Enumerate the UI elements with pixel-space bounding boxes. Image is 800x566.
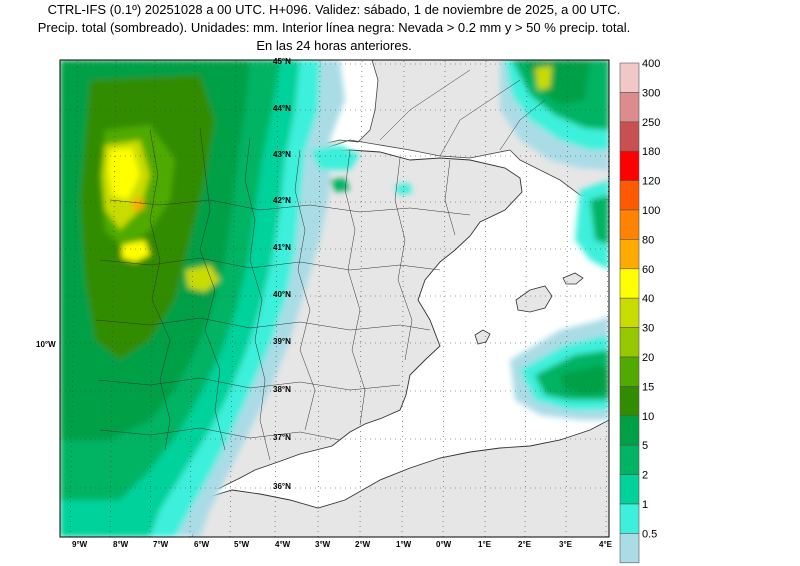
- lon-label-4w: 4°W: [275, 540, 291, 549]
- colorbar-label: 80: [642, 234, 654, 246]
- colorbar-label: 250: [642, 117, 660, 129]
- colorbar-label: 5: [642, 440, 648, 452]
- colorbar-swatch: [619, 327, 640, 358]
- map-title-line-3: En las 24 horas anteriores.: [256, 38, 412, 53]
- colorbar-swatch: [619, 503, 640, 534]
- lat-label-42n: 42°N: [273, 196, 291, 205]
- colorbar-label: 20: [642, 352, 654, 364]
- colorbar-swatch: [619, 150, 640, 181]
- lon-label-5w: 5°W: [234, 540, 250, 549]
- lon-label-9w: 9°W: [72, 540, 88, 549]
- map-title-line-1: CTRL-IFS (0.1º) 20251028 a 00 UTC. H+096…: [47, 2, 621, 17]
- colorbar-label: 40: [642, 293, 654, 305]
- africa-land: [191, 419, 609, 537]
- colorbar-label: 300: [642, 87, 660, 99]
- lat-label-45n: 45°N: [273, 57, 291, 66]
- colorbar-swatch: [619, 474, 640, 505]
- colorbar-label: 100: [642, 205, 660, 217]
- longitude-labels: 9°W 8°W 7°W 6°W 5°W 4°W 3°W 2°W 1°W 0°W …: [72, 540, 613, 549]
- colorbar-swatch: [619, 415, 640, 446]
- lon-label-8w: 8°W: [113, 540, 129, 549]
- precipitation-shading: [60, 60, 609, 537]
- colorbar-label: 0.5: [642, 528, 657, 540]
- colorbar-swatch: [619, 386, 640, 417]
- province-borders: [95, 127, 471, 461]
- island-menorca: [562, 272, 584, 285]
- colorbar-label: 180: [642, 146, 660, 158]
- colorbar-swatch: [619, 533, 640, 564]
- colorbar-swatch: [619, 62, 640, 93]
- colorbar-swatch: [619, 356, 640, 387]
- colorbar-swatch: [619, 239, 640, 270]
- colorbar-swatch: [619, 444, 640, 475]
- lon-label-2w: 2°W: [355, 540, 371, 549]
- lon-label-1e: 1°E: [478, 540, 492, 549]
- lon-label-0w: 0°W: [436, 540, 452, 549]
- colorbar-label: 120: [642, 176, 660, 188]
- latitude-labels: 45°N 44°N 43°N 42°N 41°N 40°N 39°N 38°N …: [273, 57, 291, 491]
- lon-label-7w: 7°W: [153, 540, 169, 549]
- map-frame: [59, 59, 610, 538]
- lat-label-41n: 41°N: [273, 243, 291, 252]
- colorbar-label: 60: [642, 264, 654, 276]
- colorbar-swatch: [619, 297, 640, 328]
- colorbar-swatch: [619, 92, 640, 123]
- lat-label-43n: 43°N: [273, 150, 291, 159]
- lon-label-3w: 3°W: [315, 540, 331, 549]
- colorbar-label: 400: [642, 58, 660, 70]
- colorbar-swatch: [619, 180, 640, 211]
- lon-label-2e: 2°E: [518, 540, 532, 549]
- lon-label-3e: 3°E: [559, 540, 573, 549]
- colorbar-label: 1: [642, 499, 648, 511]
- lon-label-6w: 6°W: [194, 540, 210, 549]
- lon-label-10w: 10°W: [36, 340, 56, 349]
- lon-label-4e: 4°E: [599, 540, 613, 549]
- lat-label-36n: 36°N: [273, 482, 291, 491]
- colorbar-label: 2: [642, 470, 648, 482]
- colorbar-swatch: [619, 121, 640, 152]
- island-mallorca: [515, 285, 553, 313]
- map-title-line-2: Precip. total (sombreado). Unidades: mm.…: [37, 20, 631, 35]
- island-ibiza: [474, 329, 491, 345]
- colorbar-swatch: [619, 268, 640, 299]
- lat-label-40n: 40°N: [273, 290, 291, 299]
- lon-label-1w: 1°W: [396, 540, 412, 549]
- colorbar-swatch: [619, 209, 640, 240]
- lat-label-44n: 44°N: [273, 104, 291, 113]
- lat-label-39n: 39°N: [273, 337, 291, 346]
- colorbar-label: 30: [642, 323, 654, 335]
- lat-label-37n: 37°N: [273, 433, 291, 442]
- colorbar-label: 15: [642, 381, 654, 393]
- lat-label-38n: 38°N: [273, 385, 291, 394]
- colorbar-label: 10: [642, 411, 654, 423]
- colorbar: 400 300 250 180 120 100 80 60 40 30 20 15 10 5 2 1 0.5: [619, 58, 660, 564]
